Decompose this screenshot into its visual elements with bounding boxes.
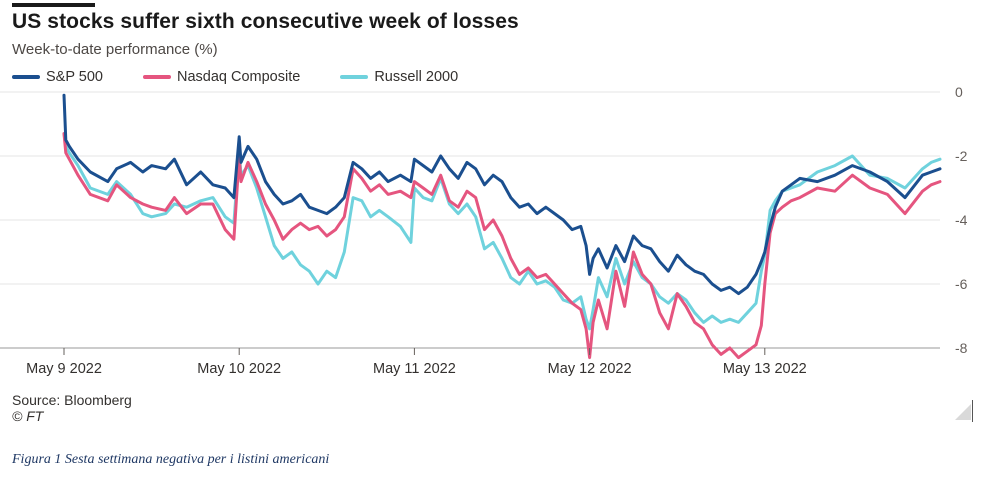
series-line-sp500 [62, 93, 942, 296]
resize-grip-icon[interactable] [955, 404, 971, 420]
legend-label-russell: Russell 2000 [374, 69, 459, 85]
x-tick-label: May 9 2022 [26, 361, 102, 377]
legend-swatch-sp500 [12, 75, 40, 79]
series-lines [62, 93, 942, 360]
grid-lines [0, 91, 940, 349]
y-axis: 0 -2 -4 -6 -8 [955, 84, 968, 356]
y-tick-label: 0 [955, 84, 963, 100]
legend-swatch-russell [340, 75, 369, 79]
y-tick-label: -8 [955, 340, 968, 356]
line-chart: May 9 2022 May 10 2022 May 11 2022 May 12 2… [0, 84, 968, 377]
x-tick-label: May 10 2022 [197, 361, 281, 377]
legend-item-sp500: S&P 500 [12, 69, 103, 85]
x-tick-label: May 13 2022 [723, 361, 807, 377]
series-line-russell [62, 132, 942, 331]
y-tick-label: -6 [955, 276, 968, 292]
chart-subtitle: Week-to-date performance (%) [12, 41, 218, 58]
figure-caption: Figura 1 Sesta settimana negativa per i … [12, 452, 330, 467]
x-tick-label: May 11 2022 [373, 361, 456, 377]
title-accent-bar [12, 3, 95, 7]
copyright-note: © FT [12, 408, 44, 424]
legend-item-nasdaq: Nasdaq Composite [142, 69, 301, 85]
y-tick-label: -4 [955, 212, 968, 228]
y-tick-label: -2 [955, 148, 968, 164]
image-edge-marker [972, 400, 973, 422]
x-tick-label: May 12 2022 [548, 361, 632, 377]
x-axis: May 9 2022 May 10 2022 May 11 2022 May 12 2… [26, 348, 807, 377]
source-note: Source: Bloomberg [12, 392, 132, 408]
legend-item-russell: Russell 2000 [340, 69, 458, 85]
chart-legend: S&P 500 Nasdaq Composite Russell 2000 [12, 69, 498, 85]
legend-label-sp500: S&P 500 [46, 69, 103, 85]
series-line-nasdaq [62, 132, 942, 360]
legend-label-nasdaq: Nasdaq Composite [176, 69, 301, 85]
chart-title: US stocks suffer sixth consecutive week … [12, 10, 519, 33]
legend-swatch-nasdaq [142, 75, 171, 79]
